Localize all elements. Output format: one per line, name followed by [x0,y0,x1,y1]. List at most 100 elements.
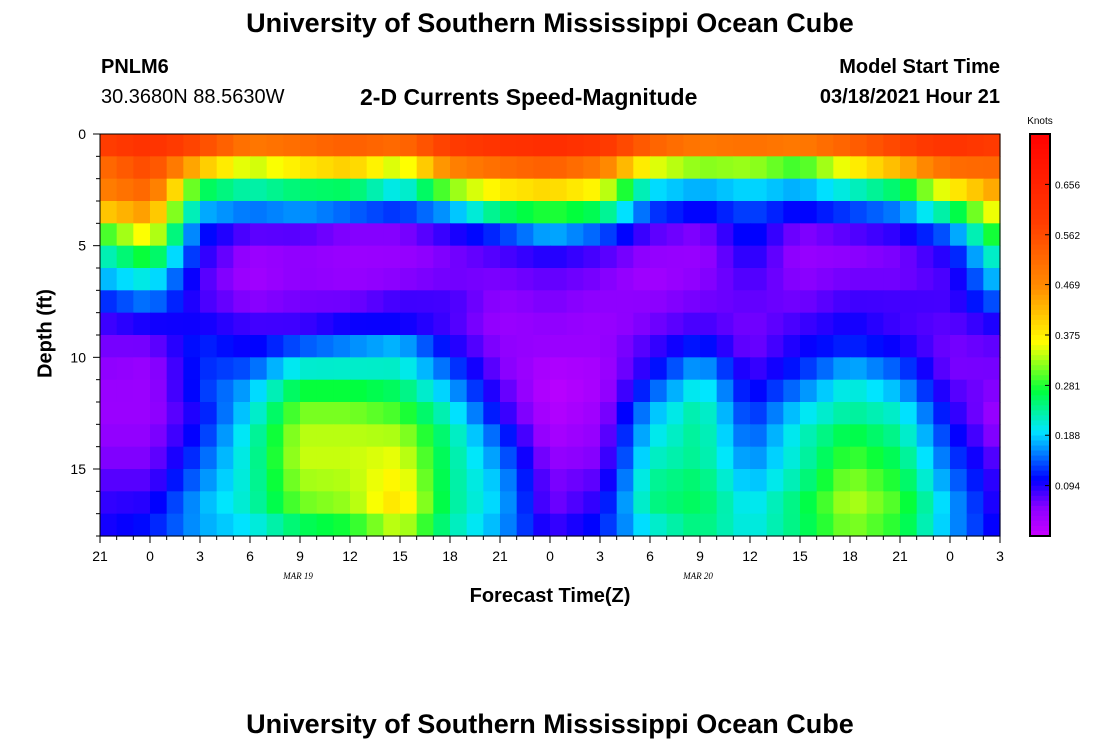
heatmap-cell [633,513,651,537]
heatmap-cell [416,156,434,180]
heatmap-cell [866,357,884,381]
heatmap-cell [183,446,201,470]
heatmap-cell [800,424,818,448]
heatmap-cell [350,178,368,202]
heatmap-cell [433,379,451,403]
colorbar-segment [1030,254,1050,261]
heatmap-cell [716,245,734,269]
heatmap-cell [950,223,968,247]
heatmap-cell [833,469,851,492]
heatmap-cell [283,335,301,358]
heatmap-cell [983,223,1001,247]
heatmap-cell [633,312,651,336]
heatmap-cell [950,357,968,381]
heatmap-cell [433,469,451,492]
heatmap-cell [233,513,251,537]
heatmap-cell [116,134,134,157]
colorbar-tick-label: 0.281 [1055,381,1080,392]
heatmap-cell [600,424,618,448]
heatmap-cell [700,402,718,425]
heatmap-cell [183,245,201,269]
heatmap-cell [700,513,718,537]
heatmap-cell [316,178,334,202]
heatmap-cell [533,290,551,314]
heatmap-cell [600,268,618,291]
heatmap-cell [416,513,434,537]
heatmap-cell [350,446,368,470]
heatmap-cell [483,402,501,425]
heatmap-cell [233,335,251,358]
heatmap-cell [533,335,551,358]
heatmap-cell [666,424,684,448]
heatmap-cell [550,491,568,515]
heatmap-cell [116,245,134,269]
heatmap-cell [866,379,884,403]
heatmap-cell [100,201,118,224]
heatmap-cell [316,402,334,425]
heatmap-cell [950,312,968,336]
heatmap-cell [933,335,951,358]
heatmap-cell [783,312,801,336]
heatmap-cell [850,312,868,336]
heatmap-cell [483,312,501,336]
heatmap-cell [366,469,384,492]
heatmap-cell [866,201,884,224]
heatmap-cell [400,424,418,448]
heatmap-cell [433,245,451,269]
heatmap-cell [400,513,418,537]
heatmap-cell [900,156,918,180]
heatmap-cell [466,335,484,358]
heatmap-cell [650,469,668,492]
heatmap-cell [833,446,851,470]
heatmap-cell [500,312,518,336]
heatmap-cell [850,223,868,247]
heatmap-cell [916,513,934,537]
heatmap-cell [900,424,918,448]
heatmap-cell [283,223,301,247]
heatmap-cell [450,290,468,314]
heatmap-cell [100,245,118,269]
heatmap-cell [516,268,534,291]
heatmap-cell [650,178,668,202]
colorbar-segment [1030,475,1050,482]
heatmap-cell [200,134,218,157]
colorbar-segment [1030,440,1050,447]
colorbar-segment [1030,400,1050,406]
colorbar-segment [1030,144,1050,150]
heatmap-cell [250,491,268,515]
heatmap-cell [233,268,251,291]
heatmap-cell [733,201,751,224]
heatmap-cell [933,290,951,314]
heatmap-cell [900,245,918,269]
heatmap-cell [333,335,351,358]
heatmap-cell [416,178,434,202]
heatmap-cell [383,290,401,314]
heatmap-cell [683,156,701,180]
heatmap-cell [466,446,484,470]
heatmap-cell [900,513,918,537]
heatmap-cell [650,290,668,314]
heatmap-cell [733,268,751,291]
heatmap-cell [816,268,834,291]
heatmap-cell [783,245,801,269]
colorbar-segment [1030,329,1050,336]
colorbar-segment [1030,264,1050,271]
heatmap-cell [583,178,601,202]
heatmap-cell [850,178,868,202]
heatmap-cell [850,335,868,358]
heatmap-cell [350,245,368,269]
heatmap-cell [100,402,118,425]
heatmap-cell [850,379,868,403]
heatmap-cell [866,223,884,247]
heatmap-cell [216,491,234,515]
heatmap-cell [350,379,368,403]
heatmap-cell [433,446,451,470]
colorbar-segment [1030,214,1050,221]
heatmap-cell [316,268,334,291]
heatmap-cell [366,178,384,202]
heatmap-cell [166,446,184,470]
heatmap-cell [166,156,184,180]
colorbar-segment [1030,134,1050,140]
heatmap-cell [933,446,951,470]
heatmap-cell [383,402,401,425]
